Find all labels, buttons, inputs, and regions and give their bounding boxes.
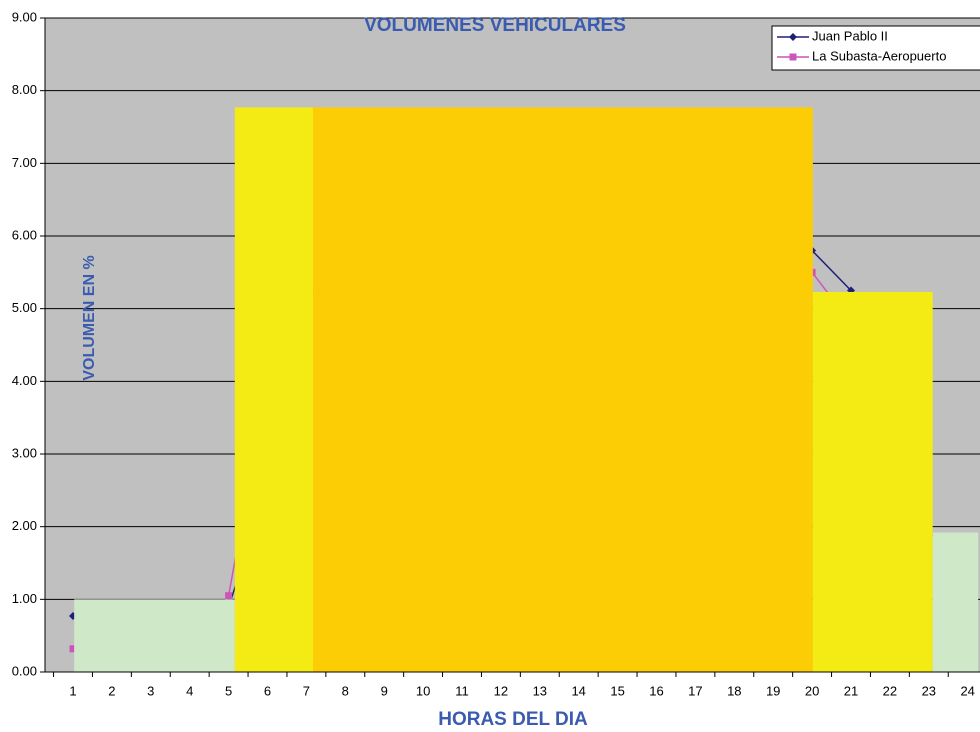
x-tick-label: 10 — [416, 683, 430, 698]
band — [932, 532, 979, 672]
legend-label: Juan Pablo II — [812, 28, 888, 43]
y-tick-label: 1.00 — [12, 591, 37, 606]
x-tick-label: 18 — [727, 683, 741, 698]
x-tick-label: 15 — [610, 683, 624, 698]
x-tick-label: 19 — [766, 683, 780, 698]
legend-box — [771, 25, 980, 71]
x-tick-label: 8 — [342, 683, 349, 698]
band — [812, 291, 933, 672]
axes: 0.00 1.00 2.00 3.00 4.00 5.00 6.00 7.00 8.00 9.00… — [12, 9, 980, 698]
legend-marker — [789, 33, 797, 41]
x-tick-label: 13 — [533, 683, 547, 698]
y-tick-label: 0.00 — [12, 663, 37, 678]
x-tick-label: 12 — [494, 683, 508, 698]
x-tick-label: 24 — [960, 683, 974, 698]
y-tick-label: 8.00 — [12, 82, 37, 97]
x-axis-label: HORAS DEL DIA — [438, 709, 588, 730]
x-tick-label: 20 — [805, 683, 819, 698]
legend: Juan Pablo II La Subasta-Aeropuerto — [771, 25, 980, 71]
y-tick-label: 6.00 — [12, 227, 37, 242]
x-tick-label: 3 — [147, 683, 154, 698]
x-tick-label: 4 — [186, 683, 193, 698]
x-tick-label: 1 — [69, 683, 76, 698]
x-tick-label: 7 — [303, 683, 310, 698]
band — [313, 107, 813, 672]
x-tick-label: 22 — [883, 683, 897, 698]
x-tick-label: 2 — [108, 683, 115, 698]
marker — [69, 645, 77, 653]
marker — [225, 592, 233, 600]
x-tick-label: 6 — [264, 683, 271, 698]
x-tick-label: 17 — [688, 683, 702, 698]
x-tick-label: 16 — [649, 683, 663, 698]
y-tick-label: 7.00 — [12, 155, 37, 170]
y-tick-label: 5.00 — [12, 300, 37, 315]
y-tick-label: 2.00 — [12, 518, 37, 533]
y-tick-label: 4.00 — [12, 373, 37, 388]
x-tick-label: 23 — [922, 683, 936, 698]
x-tick-label: 14 — [571, 683, 585, 698]
legend-label: La Subasta-Aeropuerto — [812, 48, 946, 63]
bands — [74, 107, 979, 672]
y-axis-label: VOLUMEN EN % — [81, 255, 98, 380]
x-tick-label: 11 — [455, 683, 469, 698]
x-tick-label: 9 — [381, 683, 388, 698]
chart-title: VOLUMENES VEHICULARES — [364, 15, 626, 36]
y-tick-label: 9.00 — [12, 9, 37, 24]
x-tick-label: 5 — [225, 683, 232, 698]
legend-marker — [789, 53, 797, 61]
x-tick-label: 21 — [844, 683, 858, 698]
band — [74, 599, 235, 672]
y-tick-label: 3.00 — [12, 445, 37, 460]
band — [234, 107, 314, 672]
